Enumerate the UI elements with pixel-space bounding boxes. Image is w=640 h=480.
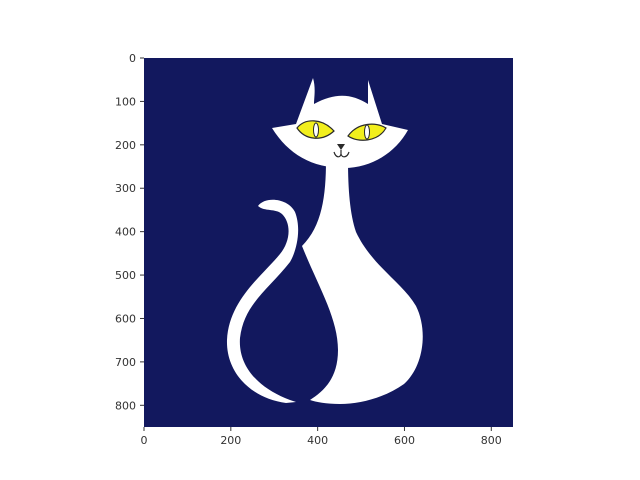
y-tick-label: 100 bbox=[115, 95, 136, 108]
y-axis: 0 100 200 300 400 500 600 700 800 bbox=[115, 52, 144, 412]
y-tick-label: 500 bbox=[115, 269, 136, 282]
y-tick-label: 400 bbox=[115, 226, 136, 239]
cat-face bbox=[333, 144, 350, 158]
y-tick-label: 200 bbox=[115, 139, 136, 152]
y-tick-label: 600 bbox=[115, 312, 136, 325]
x-tick-label: 400 bbox=[307, 434, 328, 447]
cat-nose bbox=[337, 144, 345, 150]
y-tick-label: 700 bbox=[115, 356, 136, 369]
y-tick-label: 300 bbox=[115, 182, 136, 195]
cat-left-pupil bbox=[313, 122, 319, 138]
x-axis: 0 200 400 600 800 bbox=[141, 427, 502, 447]
cat-eyes bbox=[296, 120, 387, 141]
x-tick-label: 800 bbox=[481, 434, 502, 447]
y-tick-label: 800 bbox=[115, 399, 136, 412]
cat-tail bbox=[226, 199, 299, 403]
cat-mouth bbox=[333, 150, 350, 158]
x-tick-label: 200 bbox=[220, 434, 241, 447]
cat-body bbox=[302, 160, 423, 404]
x-tick-label: 600 bbox=[394, 434, 415, 447]
x-tick-label: 0 bbox=[141, 434, 148, 447]
cat-right-pupil bbox=[364, 124, 370, 140]
cat-head bbox=[272, 78, 408, 168]
y-tick-label: 0 bbox=[129, 52, 136, 65]
